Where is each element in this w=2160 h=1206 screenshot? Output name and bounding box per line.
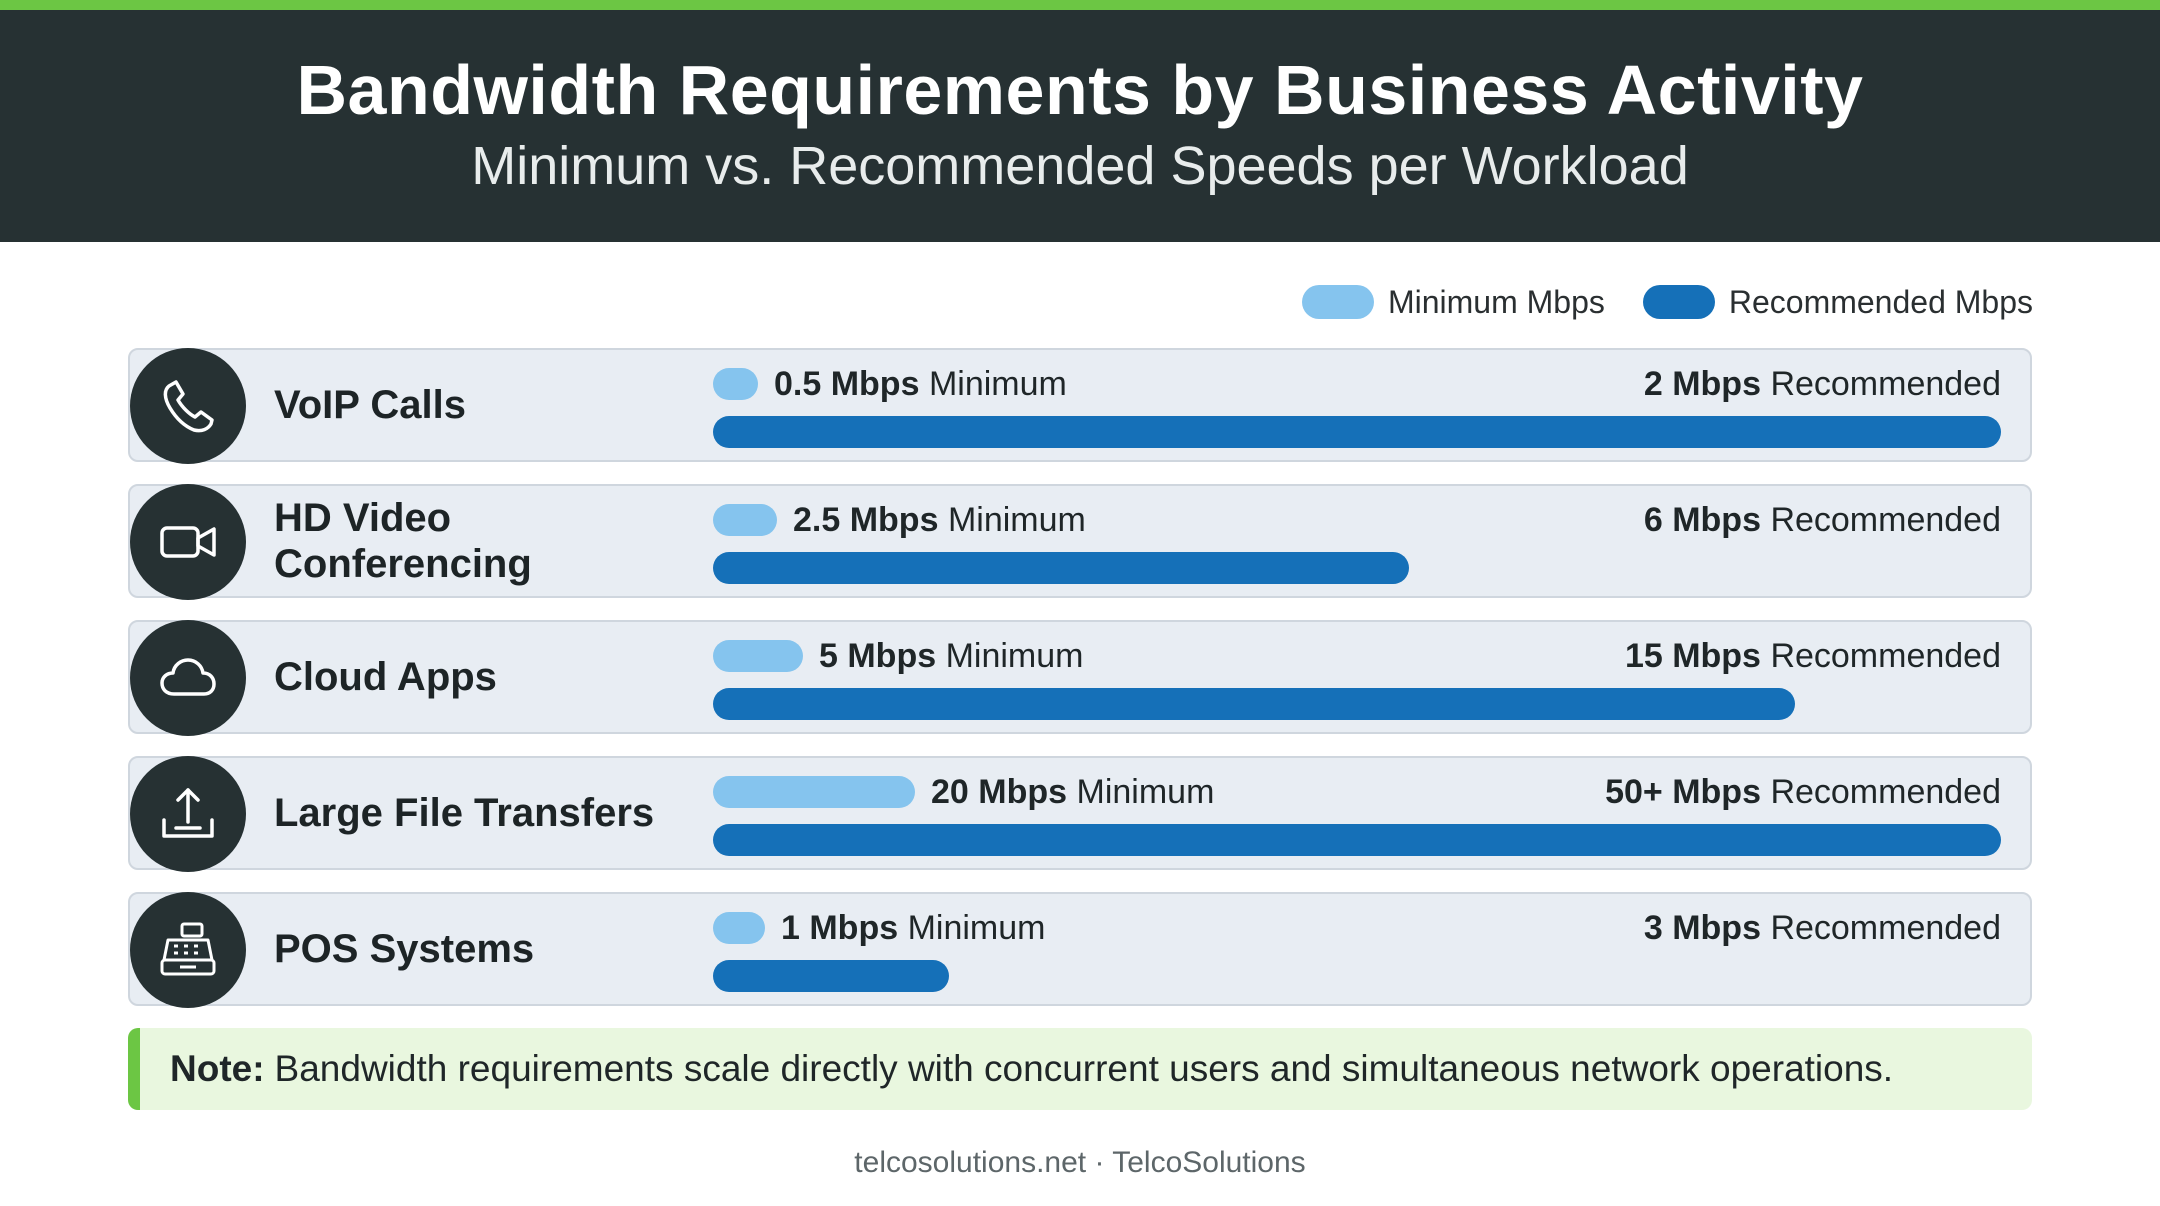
legend-item-recommended: Recommended Mbps: [1642, 283, 2033, 321]
category-label: POS Systems: [274, 927, 535, 971]
footer-source: telcosolutions.net · TelcoSolutions: [854, 1146, 1306, 1179]
bar-track: 5 Mbps Minimum 15 Mbps Recommended: [713, 622, 2001, 732]
minimum-value-label: 1 Mbps Minimum: [781, 909, 1045, 948]
recommended-value-label: 3 Mbps Recommended: [1644, 908, 2001, 948]
upload-icon: [156, 782, 220, 846]
icon-circle: [130, 892, 246, 1008]
icon-circle: [130, 484, 246, 600]
note-label: Note:: [170, 1048, 265, 1089]
icon-circle: [130, 620, 246, 736]
bar-track: 1 Mbps Minimum 3 Mbps Recommended: [713, 894, 2001, 1004]
bar-track: 20 Mbps Minimum 50+ Mbps Recommended: [713, 758, 2001, 868]
minimum-group: 1 Mbps Minimum: [713, 908, 1045, 948]
minimum-group: 0.5 Mbps Minimum: [713, 364, 1067, 404]
category-label: Large File Transfers: [274, 791, 655, 835]
minimum-value-label: 2.5 Mbps Minimum: [793, 501, 1086, 540]
cloud-icon: [156, 646, 220, 710]
minimum-group: 20 Mbps Minimum: [713, 772, 1214, 812]
recommended-word: Recommended: [1770, 500, 2001, 539]
note-box: Note: Bandwidth requirements scale direc…: [128, 1028, 2032, 1110]
recommended-bar: [713, 552, 1409, 584]
recommended-bar: [713, 824, 2001, 856]
recommended-bar: [713, 960, 949, 992]
recommended-value-label: 6 Mbps Recommended: [1644, 500, 2001, 540]
category-label: VoIP Calls: [274, 383, 466, 427]
legend-label-recommended: Recommended Mbps: [1728, 283, 2033, 320]
chart-row: POS Systems 1 Mbps Minimum 3 Mbps Recommen…: [128, 892, 2032, 1008]
category-label: Cloud Apps: [274, 655, 497, 699]
recommended-bar: [713, 416, 2001, 448]
legend-swatch-minimum: [1301, 285, 1374, 319]
minimum-word: Minimum: [1076, 772, 1215, 811]
chart-row: Cloud Apps 5 Mbps Minimum 15 Mbps Recommen…: [128, 620, 2032, 736]
recommended-word: Recommended: [1770, 636, 2001, 675]
minimum-word: Minimum: [947, 500, 1086, 539]
legend-item-minimum: Minimum Mbps: [1301, 283, 1605, 321]
recommended-value: 50+ Mbps: [1605, 772, 1761, 811]
chart-rows: VoIP Calls 0.5 Mbps Minimum 2 Mbps Recomme…: [128, 348, 2032, 1028]
recommended-value-label: 50+ Mbps Recommended: [1605, 772, 2001, 812]
legend-swatch-recommended: [1642, 285, 1715, 319]
minimum-value: 2.5 Mbps: [793, 500, 939, 539]
legend: Minimum Mbps Recommended Mbps: [1301, 280, 2033, 324]
recommended-value-label: 2 Mbps Recommended: [1644, 364, 2001, 404]
minimum-bar: [713, 776, 915, 808]
recommended-bar: [713, 688, 1795, 720]
minimum-word: Minimum: [907, 908, 1046, 947]
top-accent-line: [0, 0, 2160, 10]
recommended-value: 3 Mbps: [1643, 908, 1761, 947]
minimum-bar: [713, 640, 803, 672]
category-label: HD Video Conferencing: [274, 496, 532, 586]
minimum-group: 2.5 Mbps Minimum: [713, 500, 1086, 540]
minimum-word: Minimum: [945, 636, 1084, 675]
minimum-value: 5 Mbps: [819, 636, 937, 675]
recommended-value: 6 Mbps: [1643, 500, 1761, 539]
minimum-value: 20 Mbps: [931, 772, 1068, 811]
minimum-value-label: 5 Mbps Minimum: [819, 637, 1083, 676]
minimum-bar: [713, 368, 758, 400]
cash-register-icon: [156, 918, 220, 982]
recommended-value: 2 Mbps: [1643, 364, 1761, 403]
minimum-value-label: 20 Mbps Minimum: [931, 773, 1214, 812]
bar-track: 2.5 Mbps Minimum 6 Mbps Recommended: [713, 486, 2001, 596]
chart-row: VoIP Calls 0.5 Mbps Minimum 2 Mbps Recomme…: [128, 348, 2032, 464]
minimum-bar: [713, 504, 777, 536]
recommended-word: Recommended: [1770, 772, 2001, 811]
chart-title: Bandwidth Requirements by Business Activ…: [296, 51, 1864, 129]
minimum-value: 0.5 Mbps: [774, 364, 920, 403]
minimum-value: 1 Mbps: [781, 908, 899, 947]
note-text: Bandwidth requirements scale directly wi…: [274, 1048, 1894, 1089]
chart-subtitle: Minimum vs. Recommended Speeds per Workl…: [471, 136, 1689, 196]
recommended-word: Recommended: [1770, 364, 2001, 403]
minimum-group: 5 Mbps Minimum: [713, 636, 1083, 676]
video-camera-icon: [156, 510, 220, 574]
chart-row: HD Video Conferencing 2.5 Mbps Minimum 6 Mb…: [128, 484, 2032, 600]
recommended-value-label: 15 Mbps Recommended: [1625, 636, 2001, 676]
minimum-value-label: 0.5 Mbps Minimum: [774, 365, 1067, 404]
header-banner: Bandwidth Requirements by Business Activ…: [0, 10, 2160, 242]
legend-label-minimum: Minimum Mbps: [1387, 283, 1605, 320]
bar-track: 0.5 Mbps Minimum 2 Mbps Recommended: [713, 350, 2001, 460]
chart-row: Large File Transfers 20 Mbps Minimum 50+ M…: [128, 756, 2032, 872]
icon-circle: [130, 756, 246, 872]
minimum-word: Minimum: [928, 364, 1067, 403]
recommended-word: Recommended: [1770, 908, 2001, 947]
icon-circle: [130, 348, 246, 464]
recommended-value: 15 Mbps: [1624, 636, 1761, 675]
minimum-bar: [713, 912, 765, 944]
phone-icon: [156, 374, 220, 438]
